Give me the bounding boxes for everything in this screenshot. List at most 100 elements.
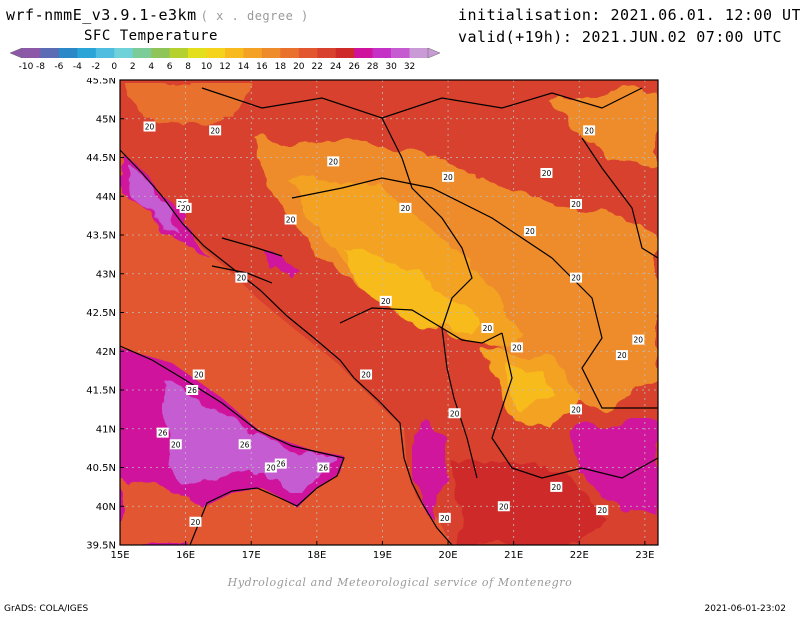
lat-label: 44.5N bbox=[86, 153, 116, 164]
contour-label-box bbox=[442, 171, 455, 182]
contour-label: 20 bbox=[438, 512, 451, 523]
colorbar-segment bbox=[22, 48, 41, 58]
longitude-labels: 15E 16E 17E 18E 19E 20E 21E 22E 23E bbox=[110, 541, 654, 561]
contour-label-box bbox=[569, 272, 582, 283]
contour-label-text: 20 bbox=[210, 126, 220, 135]
contour-label-text: 20 bbox=[328, 157, 338, 166]
contour-label: 20 bbox=[497, 501, 510, 512]
contour-label-box bbox=[448, 408, 461, 419]
colorbar-segment bbox=[206, 48, 226, 58]
contour-label-box bbox=[399, 202, 412, 213]
contour-label-box bbox=[550, 481, 563, 492]
contour-label-box bbox=[596, 505, 609, 516]
contour-label-text: 20 bbox=[617, 351, 627, 360]
contour-label-text: 26 bbox=[158, 429, 168, 438]
colorbar-arrow-right bbox=[427, 47, 441, 59]
colorbar-segment bbox=[391, 48, 410, 58]
lat-label: 41N bbox=[96, 424, 116, 435]
lat-label: 39.5N bbox=[86, 541, 116, 552]
colorbar-segment bbox=[77, 48, 97, 58]
contour-label-box bbox=[583, 125, 596, 136]
lat-label: 43.5N bbox=[86, 231, 116, 242]
contour-label-text: 20 bbox=[286, 216, 296, 225]
colorbar-segment bbox=[40, 48, 60, 58]
colorbar-segment bbox=[132, 48, 152, 58]
model-name: wrf-nmmE_v3.9.1-e3km( x . degree ) bbox=[6, 6, 309, 24]
lat-label: 42.5N bbox=[86, 308, 116, 319]
contour-label-text: 20 bbox=[266, 464, 276, 473]
valid-time-line: valid(+19h): 2021.JUN.02 07:00 UTC bbox=[458, 28, 783, 46]
colorbar-tick-label: -8 bbox=[36, 62, 45, 72]
contour-label-text: 20 bbox=[597, 506, 607, 515]
lat-label: 41.5N bbox=[86, 386, 116, 397]
contour-label: 20 bbox=[360, 369, 373, 380]
coastlines-and-borders bbox=[119, 87, 659, 546]
grads-label: GrADS: COLA/IGES bbox=[4, 604, 89, 614]
contour-label-text: 26 bbox=[319, 464, 329, 473]
colorbar-segment bbox=[372, 48, 392, 58]
contour-label-box bbox=[189, 516, 202, 527]
contour-label: 20 bbox=[632, 334, 645, 345]
colorbar-tick-label: 0 bbox=[111, 62, 117, 72]
contour-label-box bbox=[379, 295, 392, 306]
contour-label-box bbox=[186, 385, 199, 395]
contour-label-text: 20 bbox=[443, 173, 453, 182]
colorbar-tick-label: 8 bbox=[185, 62, 191, 72]
contour-label-text: 20 bbox=[571, 405, 581, 414]
colorbar-arrow-left bbox=[9, 47, 23, 59]
colorbar-segment bbox=[243, 48, 263, 58]
colorbar-segment bbox=[225, 48, 244, 58]
colorbar-segment bbox=[354, 48, 373, 58]
colorbar-tick-label: 28 bbox=[367, 62, 379, 72]
lat-label: 45.5N bbox=[86, 78, 116, 87]
colorbar-segment bbox=[151, 48, 170, 58]
colorbar-tick-label: -10 bbox=[19, 62, 34, 72]
contour-label-text: 20 bbox=[381, 297, 391, 306]
contour-label-box bbox=[143, 121, 156, 132]
colorbar-segment bbox=[298, 48, 318, 58]
contour-label: 20 bbox=[510, 342, 523, 353]
lat-label: 43N bbox=[96, 269, 116, 280]
colorbar-graphic: -10 -8 -6 -4 -2 0 2 4 6 8 10 12 14 16 18 20 22 24 26 28 30 32 bbox=[9, 47, 441, 72]
contour-label-box bbox=[192, 369, 205, 380]
contour-label-box bbox=[360, 369, 373, 380]
colorbar-tick-label: 4 bbox=[148, 62, 154, 72]
render-timestamp: 2021-06-01-23:02 bbox=[704, 604, 787, 614]
contour-label-box bbox=[615, 350, 628, 361]
contour-label-text: 20 bbox=[634, 336, 644, 345]
lon-label: 16E bbox=[176, 550, 195, 558]
colorbar-tick-label: 12 bbox=[219, 62, 230, 72]
contour-label: 20 bbox=[583, 125, 596, 136]
contour-label: 20 bbox=[179, 202, 192, 213]
colorbar-tick-label: 14 bbox=[238, 62, 250, 72]
contour-label-text: 20 bbox=[584, 126, 594, 135]
colorbar-tick-label: 2 bbox=[130, 62, 136, 72]
contour-label: 26 bbox=[238, 439, 251, 450]
map-graphic: 15E 16E 17E 18E 19E 20E 21E 22E 23E 45.5N 45N 44.5… bbox=[86, 76, 659, 561]
temperature-map: 15E 16E 17E 18E 19E 20E 21E 22E 23E 45.5N 45N 44.5… bbox=[82, 76, 662, 561]
contour-label: 20 bbox=[284, 214, 297, 225]
field-title: SFC Temperature bbox=[84, 28, 218, 44]
lon-label: 20E bbox=[439, 550, 458, 558]
lon-label: 18E bbox=[307, 550, 326, 558]
credit-line: Hydrological and Meteorological service … bbox=[227, 576, 573, 589]
contour-label-text: 20 bbox=[194, 371, 204, 380]
contour-label: 20 bbox=[192, 369, 205, 380]
contour-label-text: 20 bbox=[499, 502, 509, 511]
contour-label-text: 20 bbox=[552, 483, 562, 492]
contour-label-text: 20 bbox=[483, 324, 493, 333]
colorbar-segment bbox=[280, 48, 300, 58]
contour-label: 20 bbox=[399, 202, 412, 213]
contour-label: 26 bbox=[274, 458, 287, 469]
contour-label: 26 bbox=[186, 385, 199, 395]
contour-label-box bbox=[209, 125, 222, 136]
contour-label: 20 bbox=[540, 168, 553, 178]
lat-label: 42N bbox=[96, 347, 116, 358]
contour-label-text: 20 bbox=[440, 514, 450, 523]
contour-label: 26 bbox=[156, 427, 169, 438]
lat-label: 40.5N bbox=[86, 463, 116, 474]
contour-label-box bbox=[481, 323, 494, 333]
contour-label-box bbox=[569, 404, 582, 415]
lat-label: 45N bbox=[96, 114, 116, 125]
contour-label: 20 bbox=[189, 516, 202, 527]
